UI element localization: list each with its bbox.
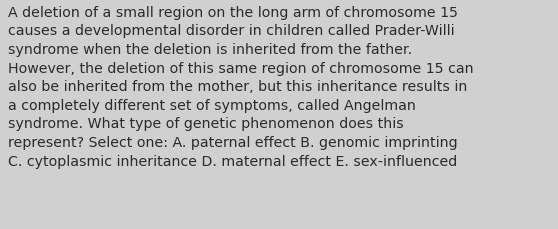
Text: A deletion of a small region on the long arm of chromosome 15
causes a developme: A deletion of a small region on the long… xyxy=(8,6,474,168)
